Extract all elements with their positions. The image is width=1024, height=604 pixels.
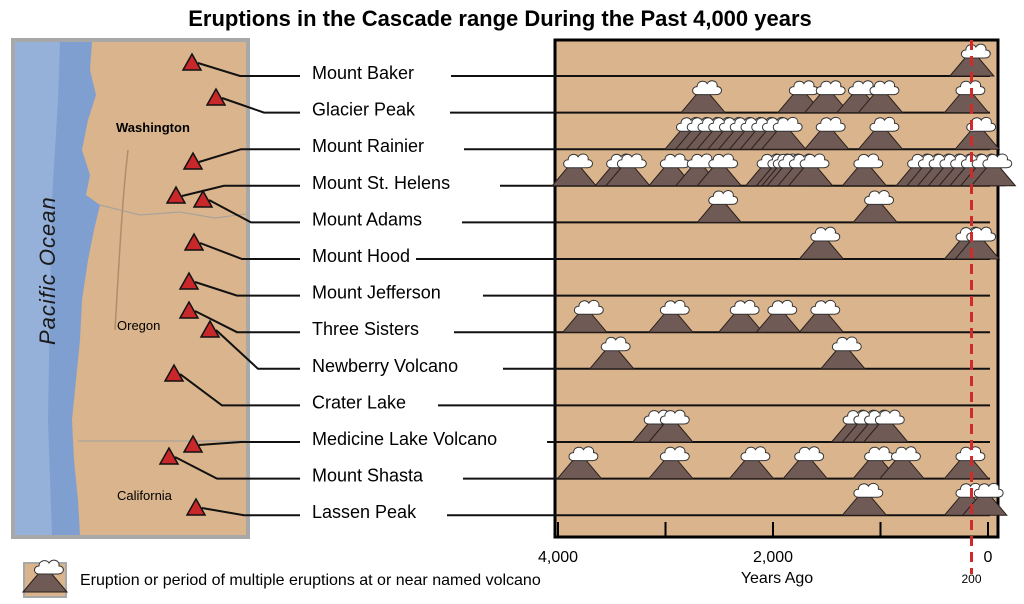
leader-line-mount-baker [197,62,300,77]
eruption-marker-lassen-peak-3 [961,482,1008,516]
legend-volcano-icon [21,559,69,593]
map-volcano-markers [158,52,227,516]
eruption-marker-three-sisters-5 [798,299,845,333]
map-triangle-mount-st-helens [165,185,187,204]
map-triangle-mount-shasta [158,446,180,465]
map-panel: Pacific Ocean Washington Oregon Californ… [11,38,250,539]
eruption-marker-three-sisters-1 [561,299,608,333]
eruption-marker-mount-rainier-12 [857,116,904,150]
eruption-marker-newberry-volcano-1 [588,336,635,370]
eruption-marker-glacier-peak-6 [943,80,990,114]
eruption-marker-mount-shasta-6 [878,446,926,480]
eruption-marker-three-sisters-4 [755,299,802,333]
legend-eruption-icon [21,559,69,593]
volcano-label-glacier-peak: Glacier Peak [312,100,416,120]
state-label-oregon: Oregon [117,318,160,333]
eruption-marker-mount-adams-2 [852,190,899,223]
leader-line-crater-lake [179,373,300,407]
eruption-marker-lassen-peak-1 [841,482,888,516]
eruption-marker-mount-shasta-1 [556,446,603,480]
leader-line-lassen-peak [201,507,300,517]
ocean-label: Pacific Ocean [35,196,60,345]
leader-line-three-sisters [194,310,300,334]
eruption-marker-three-sisters-3 [717,299,764,333]
volcano-label-mount-shasta: Mount Shasta [312,466,424,486]
map-triangle-mount-rainier [182,151,204,170]
eruption-marker-medicine-lake-volcano-6 [862,409,909,443]
volcano-label-newberry-volcano: Newberry Volcano [312,356,458,376]
eruption-marker-mount-rainier-10 [760,116,807,150]
legend-text: Eruption or period of multiple eruptions… [80,572,541,589]
eruption-marker-mount-hood-1 [798,226,845,260]
eruption-marker-medicine-lake-volcano-2 [647,409,694,443]
eruption-marker-newberry-volcano-2 [819,336,866,370]
volcano-label-medicine-lake-volcano: Medicine Lake Volcano [312,429,497,449]
map-triangle-newberry-volcano [199,319,221,338]
x-axis-ticks: 4,000 2,000 0 [538,522,993,566]
eruption-marker-mount-rainier-11 [803,116,850,150]
leader-line-glacier-peak [221,97,300,114]
timeline-panel [553,38,1000,539]
x-axis-label: Years Ago [741,570,813,587]
river-line [114,149,129,331]
map-triangle-three-sisters [178,300,200,319]
volcano-label-lassen-peak: Lassen Peak [312,502,417,522]
x-tick-label-2000: 2,000 [753,549,793,566]
eruption-marker-glacier-peak-3 [803,80,850,114]
map-triangle-mount-baker [181,52,203,71]
eruption-marker-glacier-peak-5 [857,80,904,114]
eruption-marker-three-sisters-2 [647,299,694,333]
eruption-marker-mount-adams-1 [696,190,743,223]
row-lines [416,75,990,517]
eruption-marker-mount-shasta-4 [782,446,829,480]
leader-line-mount-adams [208,199,300,224]
volcano-label-three-sisters: Three Sisters [312,319,419,339]
leader-line-mount-hood [199,242,300,260]
map-triangle-mount-jefferson [178,271,200,290]
eruption-marker-mount-shasta-3 [728,446,775,480]
map-triangle-medicine-lake-volcano [182,434,204,453]
volcano-label-mount-jefferson: Mount Jefferson [312,283,441,303]
eruption-marker-mount-st-helens-21 [970,153,1017,187]
eruption-marker-mount-shasta-2 [647,446,694,480]
marker-label: 200 [961,572,981,586]
eruption-marker-glacier-peak-1 [680,80,727,114]
leader-line-mount-shasta [174,456,300,480]
eruption-marker-mount-st-helens-6 [696,153,743,187]
state-label-washington: Washington [116,120,190,135]
eruption-marker-mount-hood-3 [954,226,1001,260]
volcano-label-mount-hood: Mount Hood [312,246,410,266]
chart-title: Eruptions in the Cascade range During th… [188,6,812,31]
volcano-labels: Mount Baker Glacier Peak Mount Rainier Moun… [312,63,497,522]
x-tick-label-4000: 4,000 [538,549,578,566]
volcano-label-mount-adams: Mount Adams [312,209,422,229]
leader-line-mount-st-helens [181,184,300,197]
leader-line-newberry-volcano [215,329,300,370]
map-triangle-mount-adams [192,189,214,208]
volcano-label-mount-baker: Mount Baker [312,63,414,83]
volcano-label-mount-rainier: Mount Rainier [312,136,424,156]
map-triangle-lassen-peak [185,497,207,516]
leader-line-mount-rainier [198,148,300,163]
volcano-label-crater-lake: Crater Lake [312,392,406,412]
leader-lines [174,62,300,517]
legend [21,559,69,598]
map-triangle-crater-lake [163,363,185,382]
state-label-california: California [117,488,173,503]
leader-line-mount-jefferson [194,281,300,297]
eruption-marker-mount-st-helens-13 [841,153,888,187]
wa-or-border [99,204,247,219]
eruption-marker-mount-baker-1 [948,43,995,77]
leader-line-medicine-lake-volcano [198,441,300,446]
eruption-marker-mount-st-helens-1 [551,153,598,187]
volcano-label-mount-st-helens: Mount St. Helens [312,173,450,193]
eruption-marker-mount-st-helens-3 [604,153,651,187]
x-tick-label-0: 0 [984,549,993,566]
map-triangle-mount-hood [183,232,205,251]
map-triangle-glacier-peak [205,87,227,106]
ocean-shade [15,42,60,535]
eruption-marker-mount-rainier-13 [954,116,1001,150]
eruption-marker-mount-st-helens-12 [787,153,834,187]
